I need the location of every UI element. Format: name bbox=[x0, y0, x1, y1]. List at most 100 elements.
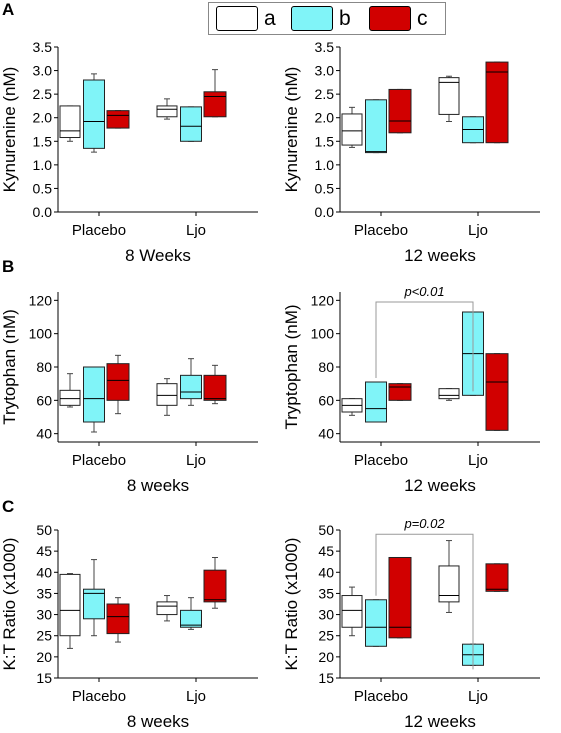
chart4-y-tick-label: 15 bbox=[36, 670, 52, 686]
panel-letter-b: B bbox=[2, 257, 15, 276]
chart3-box-c-placebo bbox=[388, 383, 412, 401]
chart3-y-tick-label: 60 bbox=[318, 392, 334, 408]
panel-letter-a: A bbox=[2, 0, 15, 19]
chart1-box-c-ljo bbox=[485, 61, 509, 144]
chart2-y-axis-label: Trytophan (nM) bbox=[0, 309, 19, 425]
chart1-y-tick-label: 1.0 bbox=[315, 157, 335, 173]
chart4-y-tick-label: 35 bbox=[36, 585, 52, 601]
chart4-x-axis-label: 8 weeks bbox=[127, 712, 189, 731]
chart5-category-label: Ljo bbox=[468, 688, 488, 705]
chart3-y-tick-label: 40 bbox=[318, 426, 334, 442]
chart5-y-tick-label: 40 bbox=[318, 564, 334, 580]
chart5-y-tick-label: 50 bbox=[318, 522, 334, 538]
chart4-category-label: Placebo bbox=[72, 688, 126, 705]
chart5-x-axis-label: 12 weeks bbox=[404, 712, 476, 731]
chart5-y-axis-label: K:T Ratio (x1000) bbox=[282, 538, 301, 671]
chart2-category-label: Placebo bbox=[72, 452, 126, 469]
chart0-y-tick-label: 2.5 bbox=[33, 86, 53, 102]
chart5-y-tick-label: 20 bbox=[318, 649, 334, 665]
chart5-box-b-placebo bbox=[365, 599, 387, 647]
chart5-box-a-placebo bbox=[341, 595, 363, 628]
chart0-y-tick-label: 1.0 bbox=[33, 157, 53, 173]
panel-letter-c: C bbox=[2, 497, 15, 516]
chart0-category-label: Placebo bbox=[72, 222, 126, 239]
chart3-y-axis-label: Tryptophan (nM) bbox=[282, 304, 301, 429]
chart5-y-tick-label: 30 bbox=[318, 607, 334, 623]
chart1-y-tick-label: 2.5 bbox=[315, 86, 335, 102]
chart2-category-label: Ljo bbox=[186, 452, 206, 469]
chart1-category-label: Ljo bbox=[468, 222, 488, 239]
chart3-significance-label: p<0.01 bbox=[403, 284, 444, 299]
chart2-box-c-ljo bbox=[203, 374, 227, 401]
chart0-box-b-placebo bbox=[83, 79, 105, 149]
legend-label-a: a bbox=[264, 6, 276, 30]
chart3-box-c-ljo bbox=[485, 353, 509, 431]
legend-label-b: b bbox=[339, 6, 351, 30]
chart1-box-a-placebo bbox=[341, 113, 363, 146]
chart2-box-b-ljo bbox=[180, 374, 202, 400]
chart0-y-tick-label: 0.5 bbox=[33, 180, 53, 196]
chart5-significance-bracket bbox=[375, 533, 474, 670]
chart0-y-tick-label: 1.5 bbox=[33, 133, 53, 149]
legend: a b c bbox=[208, 2, 446, 35]
chart1-y-tick-label: 1.5 bbox=[315, 133, 335, 149]
chart1-y-tick-label: 3.0 bbox=[315, 63, 335, 79]
chart2-box-a-ljo bbox=[156, 383, 178, 406]
chart1-x-axis-label: 12 weeks bbox=[404, 246, 476, 265]
chart2-box-c-placebo bbox=[106, 363, 130, 401]
chart4-y-tick-label: 25 bbox=[36, 628, 52, 644]
chart3-y-tick-label: 80 bbox=[318, 359, 334, 375]
chart5-y-tick-label: 15 bbox=[318, 670, 334, 686]
chart4-box-b-placebo bbox=[83, 588, 105, 620]
chart0-category-label: Ljo bbox=[186, 222, 206, 239]
chart4-box-b-ljo bbox=[180, 609, 202, 628]
chart0-box-a-placebo bbox=[59, 105, 81, 139]
chart0-box-b-ljo bbox=[180, 106, 202, 142]
chart0-box-a-ljo bbox=[156, 105, 178, 118]
chart2-y-tick-label: 100 bbox=[29, 326, 53, 342]
chart5-box-c-ljo bbox=[485, 563, 509, 592]
chart3-category-label: Ljo bbox=[468, 452, 488, 469]
chart4-y-axis-label: K:T Ratio (x1000) bbox=[0, 538, 19, 671]
chart0-y-tick-label: 3.0 bbox=[33, 63, 53, 79]
legend-item-a: a bbox=[216, 6, 276, 31]
chart4-box-c-placebo bbox=[106, 603, 130, 635]
chart4-y-tick-label: 50 bbox=[36, 522, 52, 538]
chart4-category-label: Ljo bbox=[186, 688, 206, 705]
chart2-y-tick-label: 120 bbox=[29, 292, 53, 308]
chart3-y-tick-label: 120 bbox=[311, 292, 335, 308]
legend-item-b: b bbox=[291, 6, 351, 31]
chart0-box-c-placebo bbox=[106, 110, 130, 129]
chart0-y-tick-label: 3.5 bbox=[33, 39, 53, 55]
legend-swatch-b bbox=[291, 6, 333, 31]
chart1-y-tick-label: 3.5 bbox=[315, 39, 335, 55]
chart4-y-tick-label: 30 bbox=[36, 607, 52, 623]
legend-label-c: c bbox=[417, 6, 428, 30]
chart1-y-tick-label: 0.0 bbox=[315, 204, 335, 220]
chart2-x-axis-label: 8 weeks bbox=[127, 476, 189, 495]
chart0-x-axis-label: 8 Weeks bbox=[125, 246, 191, 265]
chart3-box-a-ljo bbox=[438, 388, 460, 400]
chart2-box-b-placebo bbox=[83, 366, 105, 423]
chart1-category-label: Placebo bbox=[354, 222, 408, 239]
chart2-y-tick-label: 40 bbox=[36, 426, 52, 442]
chart5-y-tick-label: 35 bbox=[318, 585, 334, 601]
chart5-box-c-placebo bbox=[388, 556, 412, 639]
chart2-y-tick-label: 80 bbox=[36, 359, 52, 375]
chart1-y-axis-label: Kynurenine (nM) bbox=[282, 67, 301, 193]
chart4-y-tick-label: 45 bbox=[36, 543, 52, 559]
chart1-y-tick-label: 2.0 bbox=[315, 110, 335, 126]
chart3-y-tick-label: 100 bbox=[311, 326, 335, 342]
legend-swatch-c bbox=[369, 6, 411, 31]
chart5-box-a-ljo bbox=[438, 565, 460, 603]
chart1-box-a-ljo bbox=[438, 77, 460, 115]
chart0-y-axis-label: Kynurenine (nM) bbox=[0, 67, 19, 193]
chart5-y-tick-label: 45 bbox=[318, 543, 334, 559]
chart3-significance-bracket bbox=[375, 301, 474, 392]
chart1-box-b-placebo bbox=[365, 99, 387, 154]
chart4-y-tick-label: 20 bbox=[36, 649, 52, 665]
legend-swatch-a bbox=[216, 6, 258, 31]
chart4-box-a-placebo bbox=[59, 573, 81, 637]
chart5-category-label: Placebo bbox=[354, 688, 408, 705]
